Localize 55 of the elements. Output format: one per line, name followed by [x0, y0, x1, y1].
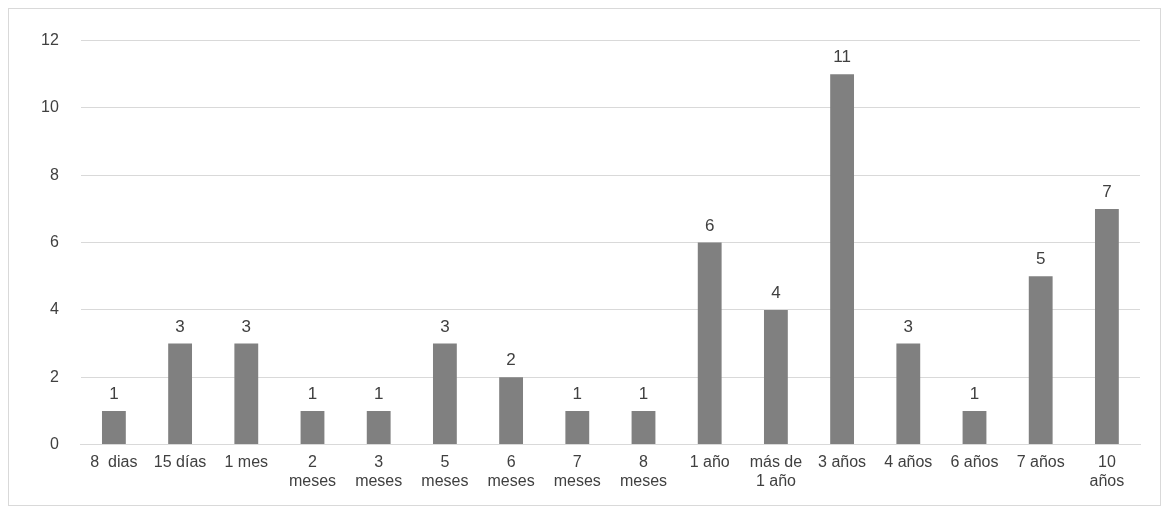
data-label: 3 [440, 316, 450, 336]
data-label: 5 [1035, 249, 1046, 269]
bar [830, 74, 855, 445]
bar [168, 343, 193, 445]
x-tick-label: 3 años [818, 452, 867, 470]
x-tick-label: 7 meses [553, 452, 601, 489]
x-tick-label: 5 meses [421, 452, 469, 489]
bar [1028, 276, 1053, 445]
x-tick-label: 1 año [689, 452, 730, 470]
bar [697, 242, 722, 445]
y-tick-label: 8 [49, 165, 59, 183]
data-label: 3 [175, 316, 185, 336]
bar [234, 343, 259, 445]
data-label: 6 [704, 215, 715, 235]
bar [499, 377, 524, 445]
data-label: 3 [241, 316, 252, 336]
data-label: 1 [572, 384, 583, 404]
y-tick-label: 12 [41, 31, 59, 49]
x-tick-label: 15 días [153, 452, 207, 470]
data-label: 4 [771, 283, 781, 303]
data-label: 3 [903, 316, 914, 336]
data-label: 1 [307, 384, 318, 404]
bar [565, 410, 590, 445]
data-label: 2 [506, 350, 516, 370]
x-tick-label: 4 años [884, 452, 933, 470]
data-label: 7 [1102, 182, 1112, 202]
x-tick-label: más de 1 año [749, 452, 803, 489]
data-label: 1 [373, 384, 384, 404]
y-tick-label: 4 [49, 300, 59, 318]
data-label: 1 [638, 384, 649, 404]
bar [300, 410, 325, 445]
bar [631, 410, 656, 445]
x-tick-label: 6 años [950, 452, 999, 470]
y-tick-label: 6 [49, 233, 59, 251]
bar [763, 309, 788, 445]
bar [896, 343, 921, 445]
bar [962, 410, 987, 445]
bar [1094, 208, 1119, 445]
x-tick-label: 2 meses [288, 452, 337, 489]
x-tick-label: 10 años [1089, 452, 1125, 489]
x-tick-label: 8 meses [619, 452, 668, 489]
x-tick-label: 1 mes [224, 452, 269, 470]
x-tick-label: 6 meses [487, 452, 535, 489]
x-tick-label: 8 dias [90, 452, 138, 470]
bar [366, 410, 391, 445]
data-label: 1 [109, 384, 119, 404]
y-tick-label: 10 [41, 98, 59, 116]
data-label: 1 [969, 384, 980, 404]
x-tick-label: 3 meses [355, 452, 403, 489]
data-label: 11 [833, 47, 851, 67]
bar [432, 343, 457, 445]
y-tick-label: 0 [49, 435, 59, 453]
bar [101, 410, 126, 445]
x-tick-label: 7 años [1016, 452, 1065, 470]
y-tick-label: 2 [49, 367, 59, 385]
